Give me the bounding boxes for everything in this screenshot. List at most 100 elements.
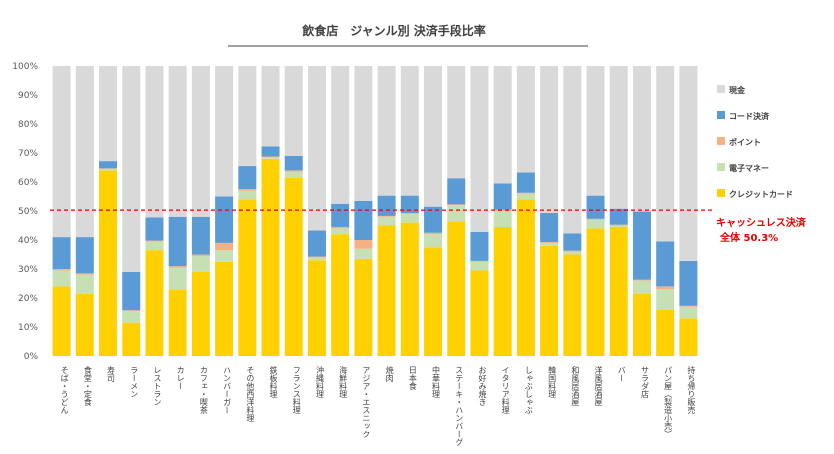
bar-segment bbox=[609, 224, 628, 226]
category-label: 洋風居酒屋 bbox=[594, 365, 603, 407]
y-axis-ticks: 0% 10% 20% 30% 40% 50% 60% 70% 80% 90% 100% bbox=[12, 62, 38, 362]
bar-segment bbox=[400, 213, 419, 214]
bar-segment bbox=[122, 310, 141, 312]
bar-segment bbox=[145, 66, 164, 218]
bar-segment bbox=[563, 251, 582, 255]
bar-segment bbox=[563, 250, 582, 252]
bar-segment bbox=[331, 203, 350, 227]
bar-segment bbox=[424, 232, 443, 235]
category-label: 鉄板料理 bbox=[269, 365, 278, 398]
bar-segment bbox=[563, 254, 582, 356]
bar-segment bbox=[52, 66, 71, 238]
bar-segment bbox=[331, 66, 350, 204]
bar-segment bbox=[493, 209, 512, 211]
bar-segment bbox=[122, 322, 141, 356]
bar-segment bbox=[447, 205, 466, 222]
bar-segment bbox=[215, 66, 234, 197]
legend-swatch bbox=[717, 189, 725, 197]
bar-segment bbox=[447, 221, 466, 356]
bar-segment bbox=[261, 156, 280, 158]
bar-segment bbox=[424, 247, 443, 356]
bar-segment bbox=[656, 241, 675, 287]
bar-segment bbox=[261, 157, 280, 159]
bar-segment bbox=[331, 234, 350, 356]
bar-segment bbox=[400, 195, 419, 214]
bar-segment bbox=[168, 266, 187, 268]
bar-segment bbox=[400, 66, 419, 196]
bar-segment bbox=[563, 66, 582, 234]
category-label: パン屋（製造小売） bbox=[664, 366, 673, 438]
category-label: 日本食 bbox=[408, 366, 417, 391]
bar-segment bbox=[284, 177, 303, 356]
bar-segment bbox=[470, 270, 489, 356]
bar-segment bbox=[447, 204, 466, 206]
bar-segment bbox=[493, 66, 512, 184]
bar-segment bbox=[679, 66, 698, 261]
bar-segment bbox=[609, 208, 628, 225]
category-label: その他西洋料理 bbox=[246, 366, 255, 422]
category-label: バー bbox=[617, 366, 626, 382]
bar-segment bbox=[99, 168, 118, 171]
y-tick-label: 90% bbox=[18, 91, 38, 101]
bar-segment bbox=[516, 193, 535, 200]
y-tick-label: 70% bbox=[18, 149, 38, 159]
bar-segment bbox=[563, 233, 582, 251]
bar-segment bbox=[354, 248, 373, 259]
reference-label-line2: 全体 50.3% bbox=[719, 231, 778, 244]
bar-segment bbox=[400, 213, 419, 223]
bar-segment bbox=[632, 211, 651, 280]
bar-segment bbox=[586, 228, 605, 356]
y-tick-label: 0% bbox=[24, 352, 39, 362]
bar-segment bbox=[99, 66, 118, 162]
bar-segment bbox=[540, 242, 559, 243]
x-axis-labels: そば・うどん 食堂・定食 寿司 ラーメン レストラン カレー カフェ・喫茶 ハンバーガー その他… bbox=[60, 365, 696, 446]
bar-segment bbox=[656, 286, 675, 290]
bar-segment bbox=[516, 172, 535, 193]
bar-segment bbox=[586, 195, 605, 219]
y-tick-label: 50% bbox=[18, 207, 38, 217]
bar-segment bbox=[470, 260, 489, 262]
y-tick-label: 20% bbox=[18, 294, 38, 304]
legend-swatch bbox=[717, 111, 725, 119]
chart-title: 飲食店 ジャンル別 決済手段比率 bbox=[301, 23, 486, 38]
bar-segment bbox=[191, 216, 210, 255]
bar-segment bbox=[191, 66, 210, 217]
bar-segment bbox=[191, 254, 210, 256]
category-label: レストラン bbox=[153, 366, 162, 406]
bar-segment bbox=[75, 293, 94, 356]
bar-segment bbox=[632, 280, 651, 294]
legend-swatch bbox=[717, 137, 725, 145]
bar-segment bbox=[307, 256, 326, 258]
bar-segment bbox=[191, 271, 210, 356]
bar-segment bbox=[516, 192, 535, 194]
category-label: 韓国料理 bbox=[548, 365, 557, 398]
legend-label: クレジットカード bbox=[729, 189, 793, 199]
bar-segment bbox=[238, 189, 257, 191]
bar-segment bbox=[540, 66, 559, 214]
bar-segment bbox=[99, 168, 118, 169]
bar-segment bbox=[516, 199, 535, 356]
bar-segment bbox=[586, 219, 605, 229]
bar-segment bbox=[215, 196, 234, 243]
bar-segment bbox=[354, 200, 373, 240]
bar-segment bbox=[168, 216, 187, 267]
bar-segment bbox=[679, 260, 698, 306]
bar-segment bbox=[168, 66, 187, 217]
bar-segment bbox=[679, 318, 698, 356]
category-label: カレー bbox=[176, 366, 185, 390]
bar-segment bbox=[307, 257, 326, 261]
bar-segment bbox=[354, 240, 373, 249]
bar-segment bbox=[261, 146, 280, 157]
category-label: サラダ店 bbox=[640, 366, 649, 399]
bar-segment bbox=[632, 279, 651, 281]
legend-swatch bbox=[717, 163, 725, 171]
y-tick-label: 80% bbox=[18, 120, 38, 130]
bar-segment bbox=[656, 309, 675, 356]
bar-segment bbox=[493, 211, 512, 227]
bar-segment bbox=[168, 267, 187, 290]
bar-segment bbox=[52, 269, 71, 271]
category-label: そば・うどん bbox=[60, 366, 69, 414]
bar-segment bbox=[493, 183, 512, 210]
category-label: アジア・エスニック bbox=[362, 366, 371, 438]
